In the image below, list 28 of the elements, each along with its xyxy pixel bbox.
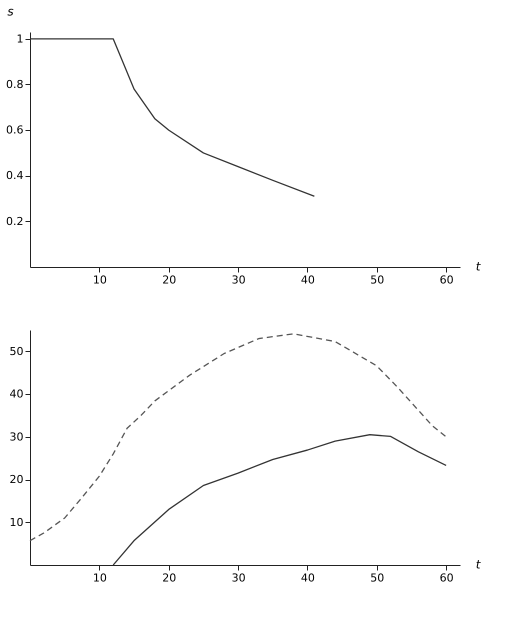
line-series — [29, 38, 316, 197]
y-tick-label: 0.2 — [6, 214, 24, 228]
x-tick-label: 30 — [232, 274, 246, 286]
x-tick-label: 40 — [300, 572, 315, 584]
x-tick-label: 50 — [370, 572, 384, 584]
x-tick-label: 40 — [300, 274, 315, 286]
x-tick-label: 10 — [92, 274, 107, 286]
y-tick-label: 10 — [10, 516, 24, 529]
y-tick-label: 30 — [10, 430, 24, 444]
y-tick-label: 0.6 — [6, 124, 24, 137]
y-tick-label: 0.4 — [6, 169, 24, 182]
x-tick-label: 60 — [440, 572, 454, 584]
y-axis-title: s — [7, 4, 14, 18]
x-tick-label: 20 — [162, 274, 176, 286]
y-tick-label: 20 — [10, 473, 24, 486]
x-tick-label: 60 — [440, 274, 454, 286]
line-series — [112, 434, 447, 566]
y-tick-label: 1 — [16, 32, 24, 46]
x-axis-title: t — [476, 260, 482, 274]
x-axis-title: t — [476, 558, 482, 572]
y-tick-label: 40 — [10, 388, 24, 401]
x-tick-label: 10 — [92, 572, 107, 584]
x-tick-label: 20 — [162, 572, 176, 584]
x-tick-label: 50 — [370, 274, 384, 286]
y-tick-label: 50 — [10, 344, 24, 358]
line-series — [29, 333, 447, 542]
x-tick-label: 30 — [232, 572, 246, 584]
y-tick-label: 0.8 — [6, 78, 24, 91]
